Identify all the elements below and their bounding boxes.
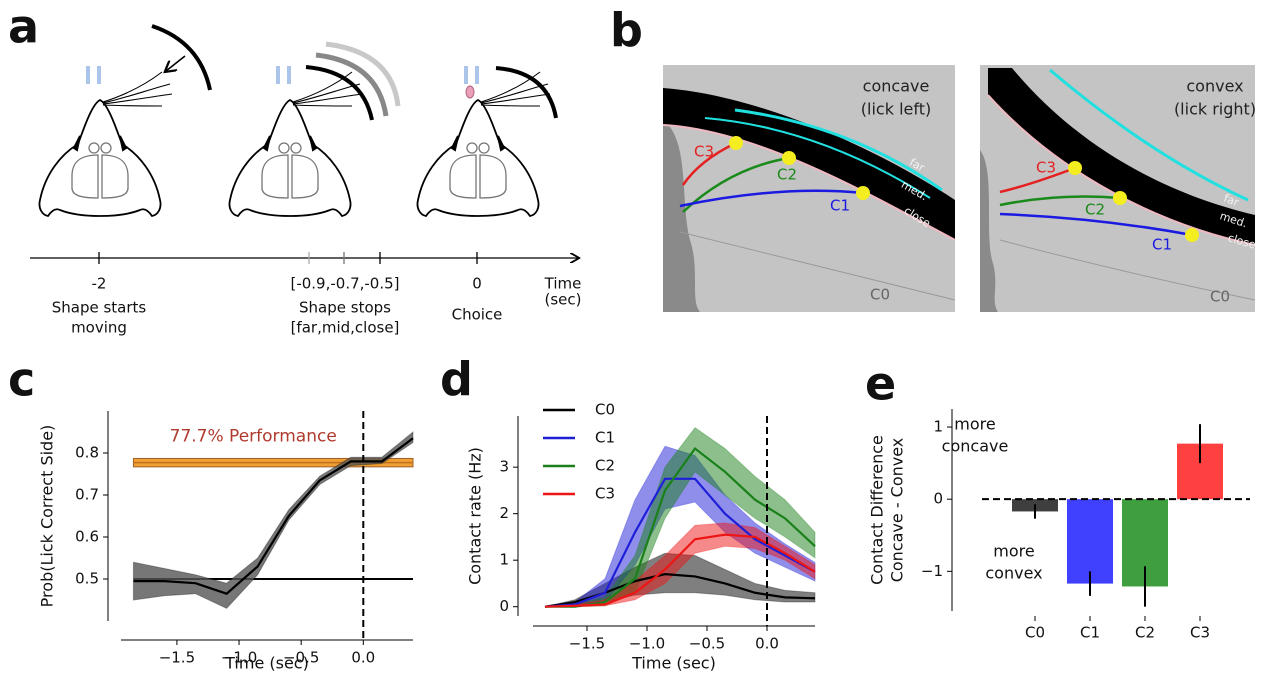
annotation: convex bbox=[985, 564, 1042, 583]
x-tick-label: −1.0 bbox=[221, 649, 257, 667]
x-tick-label: −1.0 bbox=[629, 635, 665, 653]
annotation: more bbox=[954, 415, 995, 434]
timeline: -2 Shape starts moving [-0.9,-0.7,-0.5] … bbox=[30, 252, 582, 337]
legend-label: C3 bbox=[595, 485, 615, 503]
mouse-illustrations bbox=[38, 24, 558, 217]
x-tick-label: −1.5 bbox=[569, 635, 605, 653]
whisker-image: concave (lick left) C3 C2 C1 C0 far med.… bbox=[662, 65, 956, 312]
x-tick-label: −0.5 bbox=[283, 649, 319, 667]
y-tick-label: 0.8 bbox=[75, 444, 99, 462]
x-tick-label: C1 bbox=[1080, 624, 1100, 642]
x-tick-label: 0.0 bbox=[351, 649, 375, 667]
series-line bbox=[133, 437, 414, 595]
y-tick-label: 0.6 bbox=[75, 528, 99, 546]
y-tick-label: 1 bbox=[933, 418, 943, 436]
timeline-axis-label: Time bbox=[544, 275, 582, 293]
y-tick-label: 0.5 bbox=[75, 570, 99, 588]
x-tick-label: 0.0 bbox=[755, 635, 779, 653]
y-tick-label: 0 bbox=[933, 490, 943, 508]
panel-label: e bbox=[865, 357, 896, 411]
annotation: concave bbox=[942, 437, 1009, 456]
x-tick-label: C3 bbox=[1190, 624, 1210, 642]
panel-label: a bbox=[8, 0, 39, 54]
y-axis-label: Concave - Convex bbox=[888, 438, 907, 583]
event-label: [far,mid,close] bbox=[291, 319, 400, 337]
panel-label: b bbox=[610, 4, 643, 58]
distance-label: far bbox=[1222, 192, 1241, 210]
x-tick-label: C2 bbox=[1135, 624, 1155, 642]
y-tick-label: 0 bbox=[499, 597, 509, 615]
y-axis-label: Contact Difference bbox=[868, 435, 887, 585]
y-axis-label: Contact rate (Hz) bbox=[466, 447, 485, 585]
whisker-label: C2 bbox=[1085, 201, 1105, 219]
y-tick-label: 1 bbox=[499, 551, 509, 569]
image-title: (lick left) bbox=[861, 100, 931, 119]
whisker-label: C2 bbox=[777, 166, 797, 184]
image-title: concave bbox=[863, 77, 930, 96]
distance-label: far bbox=[907, 156, 927, 175]
y-tick-label: 3 bbox=[499, 458, 509, 476]
event-label: Shape stops bbox=[299, 299, 391, 317]
x-axis-label: Time (sec) bbox=[631, 654, 716, 673]
y-tick-label: 0.7 bbox=[75, 486, 99, 504]
panel-label: c bbox=[8, 353, 35, 407]
event-label: Choice bbox=[452, 306, 503, 324]
x-tick-label: −1.5 bbox=[159, 649, 195, 667]
timeline-axis-label: (sec) bbox=[545, 291, 582, 309]
panel-label: d bbox=[440, 353, 473, 407]
whisker-label: C0 bbox=[870, 286, 890, 304]
image-title: convex bbox=[1186, 77, 1243, 96]
y-tick-label: 2 bbox=[499, 504, 509, 522]
series-line bbox=[544, 477, 816, 608]
legend-label: C1 bbox=[595, 429, 615, 447]
event-time: -2 bbox=[92, 275, 107, 293]
x-axis-label: Time (sec) bbox=[224, 654, 309, 673]
legend-label: C2 bbox=[595, 457, 615, 475]
performance-label: 77.7% Performance bbox=[170, 426, 337, 446]
whisker-label: C0 bbox=[1210, 288, 1230, 306]
event-label: Shape starts bbox=[52, 299, 147, 317]
event-time: 0 bbox=[472, 275, 482, 293]
image-title: (lick right) bbox=[1174, 100, 1256, 119]
y-axis-label: Prob(Lick Correct Side) bbox=[38, 425, 57, 608]
whisker-image: convex (lick right) C3 C2 C1 C0 far med.… bbox=[980, 65, 1257, 312]
series-line bbox=[544, 533, 816, 608]
annotation: more bbox=[993, 542, 1034, 561]
bar bbox=[1067, 499, 1113, 584]
event-label: moving bbox=[71, 319, 127, 337]
whisker-label: C3 bbox=[1036, 159, 1056, 177]
whisker-label: C1 bbox=[1152, 236, 1172, 254]
legend-label: C0 bbox=[595, 401, 615, 419]
x-tick-label: C0 bbox=[1025, 624, 1045, 642]
whisker-label: C1 bbox=[830, 197, 850, 215]
y-tick-label: −1 bbox=[921, 562, 943, 580]
x-tick-label: −0.5 bbox=[689, 635, 725, 653]
whisker-label: C3 bbox=[694, 143, 714, 161]
error-band bbox=[132, 430, 414, 610]
event-time: [-0.9,-0.7,-0.5] bbox=[290, 275, 399, 293]
